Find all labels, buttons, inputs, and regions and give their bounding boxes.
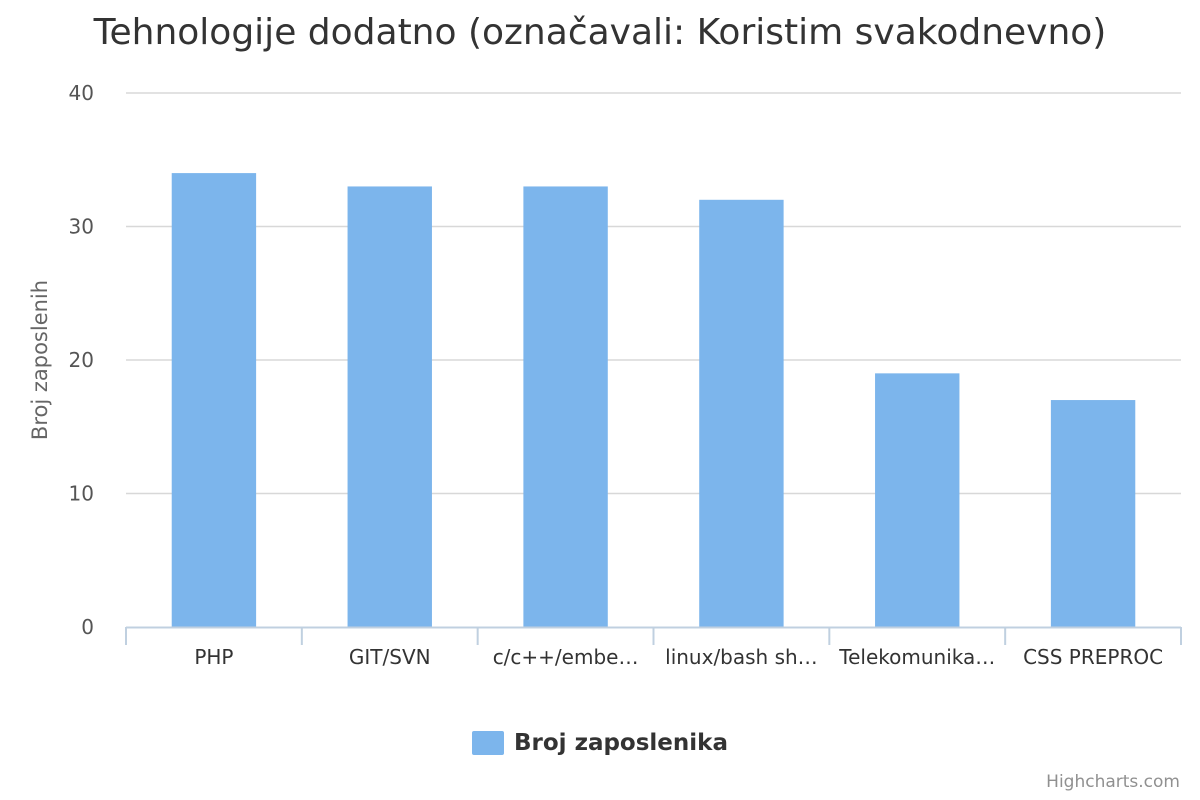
x-tick-label: PHP bbox=[194, 645, 233, 669]
x-tick-label: GIT/SVN bbox=[349, 645, 431, 669]
y-tick-label: 40 bbox=[69, 81, 94, 105]
y-tick-label: 30 bbox=[69, 215, 94, 239]
legend-swatch[interactable] bbox=[472, 731, 504, 755]
bar[interactable] bbox=[699, 199, 784, 628]
x-axis: PHP GIT/SVN c/c++/embe… linux/bash sh… Telek… bbox=[125, 626, 1182, 669]
grid-lines bbox=[126, 92, 1181, 495]
chart-title: Tehnologije dodatno (označavali: Koristi… bbox=[93, 12, 1107, 53]
y-tick-label: 10 bbox=[69, 482, 94, 506]
bar[interactable] bbox=[523, 186, 608, 627]
y-axis-label: Broj zaposlenih bbox=[28, 280, 52, 440]
legend[interactable]: Broj zaposlenika bbox=[0, 730, 1200, 756]
bar[interactable] bbox=[1050, 400, 1136, 627]
bar[interactable] bbox=[347, 186, 432, 627]
legend-label[interactable]: Broj zaposlenika bbox=[514, 730, 728, 756]
credits-link[interactable]: Highcharts.com bbox=[1046, 772, 1180, 792]
y-tick-label: 20 bbox=[69, 348, 94, 372]
bars bbox=[171, 173, 1136, 628]
x-tick-label: linux/bash sh… bbox=[665, 645, 818, 669]
x-tick-label: CSS PREPROC bbox=[1023, 645, 1163, 669]
x-tick-label: Telekomunika… bbox=[838, 645, 995, 669]
y-axis-ticks: 0 10 20 30 40 bbox=[69, 81, 94, 639]
y-tick-label: 0 bbox=[81, 615, 94, 639]
bar[interactable] bbox=[171, 173, 257, 627]
bar[interactable] bbox=[875, 373, 960, 627]
x-tick-label: c/c++/embe… bbox=[493, 645, 639, 669]
